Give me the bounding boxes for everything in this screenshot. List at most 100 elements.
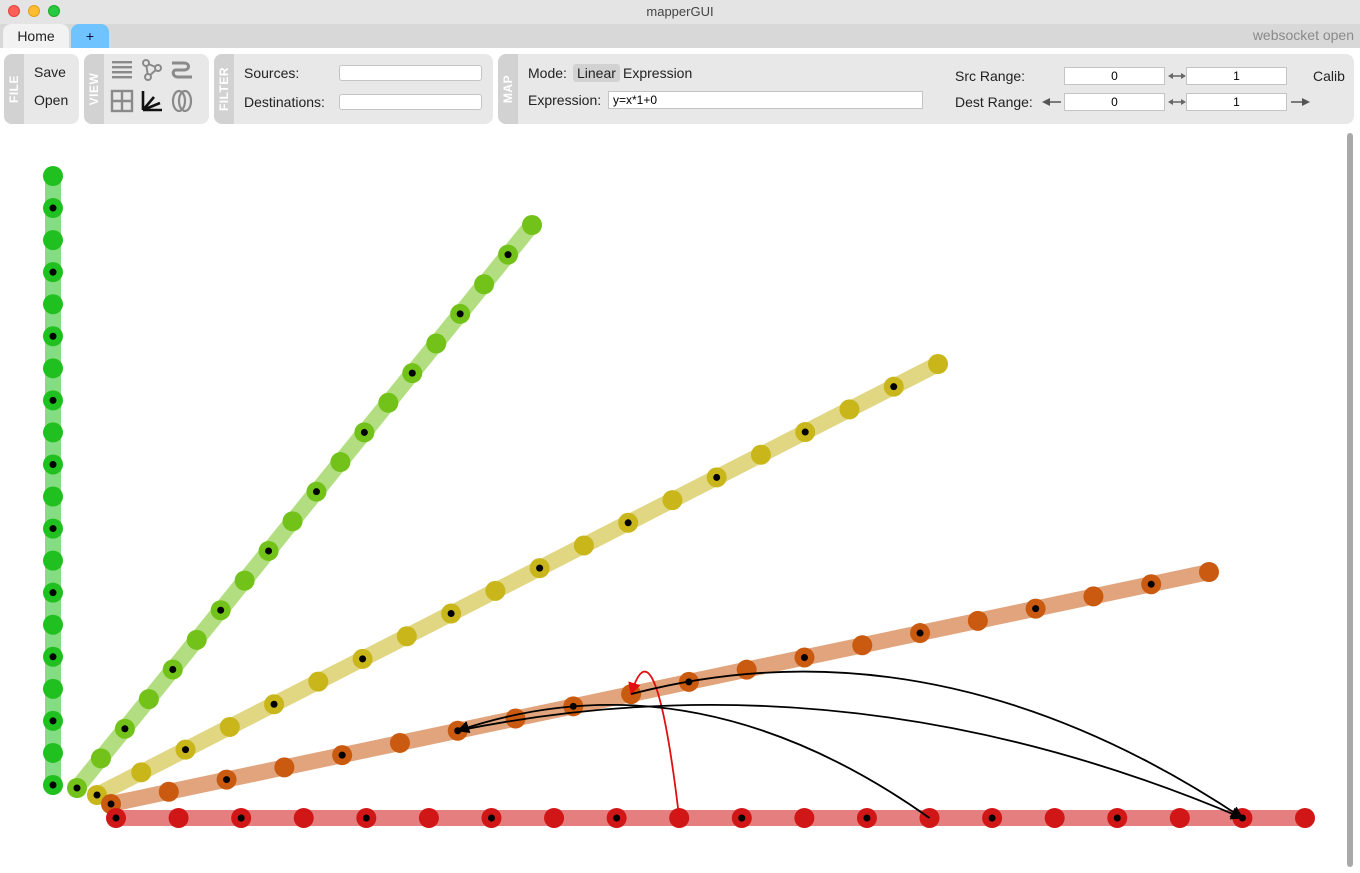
signal-node[interactable] [43,358,63,379]
signal-node[interactable] [928,354,948,374]
device-2[interactable] [67,215,542,798]
signal-node[interactable] [389,732,410,753]
device-5[interactable] [106,808,1315,828]
signal-node[interactable] [158,781,179,802]
signal-output-dot [217,606,225,614]
signal-node[interactable] [138,689,159,710]
dest-range-max-input[interactable] [1186,93,1287,111]
signal-node[interactable] [967,610,988,631]
device-3[interactable] [87,354,948,805]
signal-node[interactable] [1083,586,1104,607]
signal-node[interactable] [1044,808,1065,828]
selected-map-link[interactable] [628,670,681,819]
grid-view-icon[interactable] [110,89,134,113]
signal-output-dot [536,564,544,572]
signal-node[interactable] [426,333,447,354]
graph-view-icon[interactable] [140,58,164,82]
signal-node[interactable] [1199,562,1219,582]
destinations-filter-input[interactable] [339,94,482,110]
boundary-min-arrow-icon[interactable] [1042,96,1062,108]
signal-node[interactable] [293,808,314,828]
signal-node[interactable] [168,808,189,828]
signal-output-dot [312,488,320,496]
add-tab-button[interactable]: + [71,24,109,48]
vertical-scrollbar[interactable] [1347,133,1353,867]
map-link[interactable] [630,670,1244,819]
src-range-min-input[interactable] [1064,67,1165,85]
signal-node[interactable] [396,626,417,647]
signal-node[interactable] [43,678,63,699]
signal-output-dot [121,725,129,733]
signal-node[interactable] [573,535,594,556]
signal-node[interactable] [308,671,329,692]
signal-output-dot [169,665,177,673]
balloon-view-icon[interactable] [170,89,194,113]
close-window-button[interactable] [8,5,20,17]
signal-node[interactable] [852,635,873,656]
signal-node[interactable] [750,444,771,465]
signal-node[interactable] [485,580,506,601]
signal-node[interactable] [1295,808,1315,828]
signal-node[interactable] [522,215,542,235]
signal-node[interactable] [662,490,683,511]
swap-arrows-icon[interactable] [1168,70,1186,82]
signal-output-dot [713,473,721,481]
signal-node[interactable] [43,614,63,635]
signal-node[interactable] [544,808,565,828]
signal-output-dot [182,746,190,754]
signal-node[interactable] [43,742,63,763]
mode-expression-button[interactable]: Expression [623,65,693,81]
signal-node[interactable] [43,422,63,443]
signal-output-dot [447,610,455,618]
signal-node[interactable] [43,166,63,186]
signal-node[interactable] [839,399,860,420]
signal-node[interactable] [330,452,351,473]
src-range-max-input[interactable] [1186,67,1287,85]
chord-view-icon[interactable] [140,89,164,113]
signal-output-dot [362,814,370,822]
signal-output-dot [265,547,273,555]
minimize-window-button[interactable] [28,5,40,17]
map-link[interactable] [457,703,1244,820]
dest-range-min-input[interactable] [1064,93,1165,111]
expression-input[interactable] [608,91,923,109]
toolbar: FILE Save Open VIEW [0,48,1360,130]
signal-node[interactable] [90,748,111,769]
signal-node[interactable] [43,486,63,507]
signal-output-dot [223,776,231,784]
signal-node[interactable] [43,550,63,571]
signal-node[interactable] [274,757,295,778]
signal-node[interactable] [43,230,63,251]
expression-label: Expression: [528,92,602,108]
save-button[interactable]: Save [34,64,66,80]
map-panel: MAP Mode: Linear Expression Expression: … [498,54,1354,124]
tab-home[interactable]: Home [3,24,69,48]
signal-node[interactable] [282,511,303,532]
signal-node[interactable] [131,762,152,783]
map-link[interactable] [456,704,931,819]
signal-node[interactable] [1169,808,1190,828]
signal-node[interactable] [474,274,495,295]
device-1[interactable] [43,166,63,795]
boundary-max-arrow-icon[interactable] [1290,96,1310,108]
signal-node[interactable] [186,629,207,650]
filter-panel: FILTER Sources: Destinations: [214,54,493,124]
swap-arrows-icon[interactable] [1168,96,1186,108]
signal-output-dot [270,700,278,708]
maximize-window-button[interactable] [48,5,60,17]
signal-node[interactable] [43,294,63,315]
signal-node[interactable] [219,716,240,737]
signal-node[interactable] [378,392,399,413]
calib-toggle[interactable]: Calib [1313,68,1345,84]
mode-linear-button[interactable]: Linear [573,64,620,82]
signal-node[interactable] [794,808,815,828]
signal-node[interactable] [418,808,439,828]
signal-node[interactable] [736,659,757,680]
chord-view-canvas[interactable] [0,130,1345,873]
open-button[interactable]: Open [34,92,69,108]
parallel-view-icon[interactable] [170,58,194,82]
list-view-icon[interactable] [110,58,134,82]
signal-node[interactable] [234,570,255,591]
signal-output-dot [49,332,57,340]
sources-filter-input[interactable] [339,65,482,81]
